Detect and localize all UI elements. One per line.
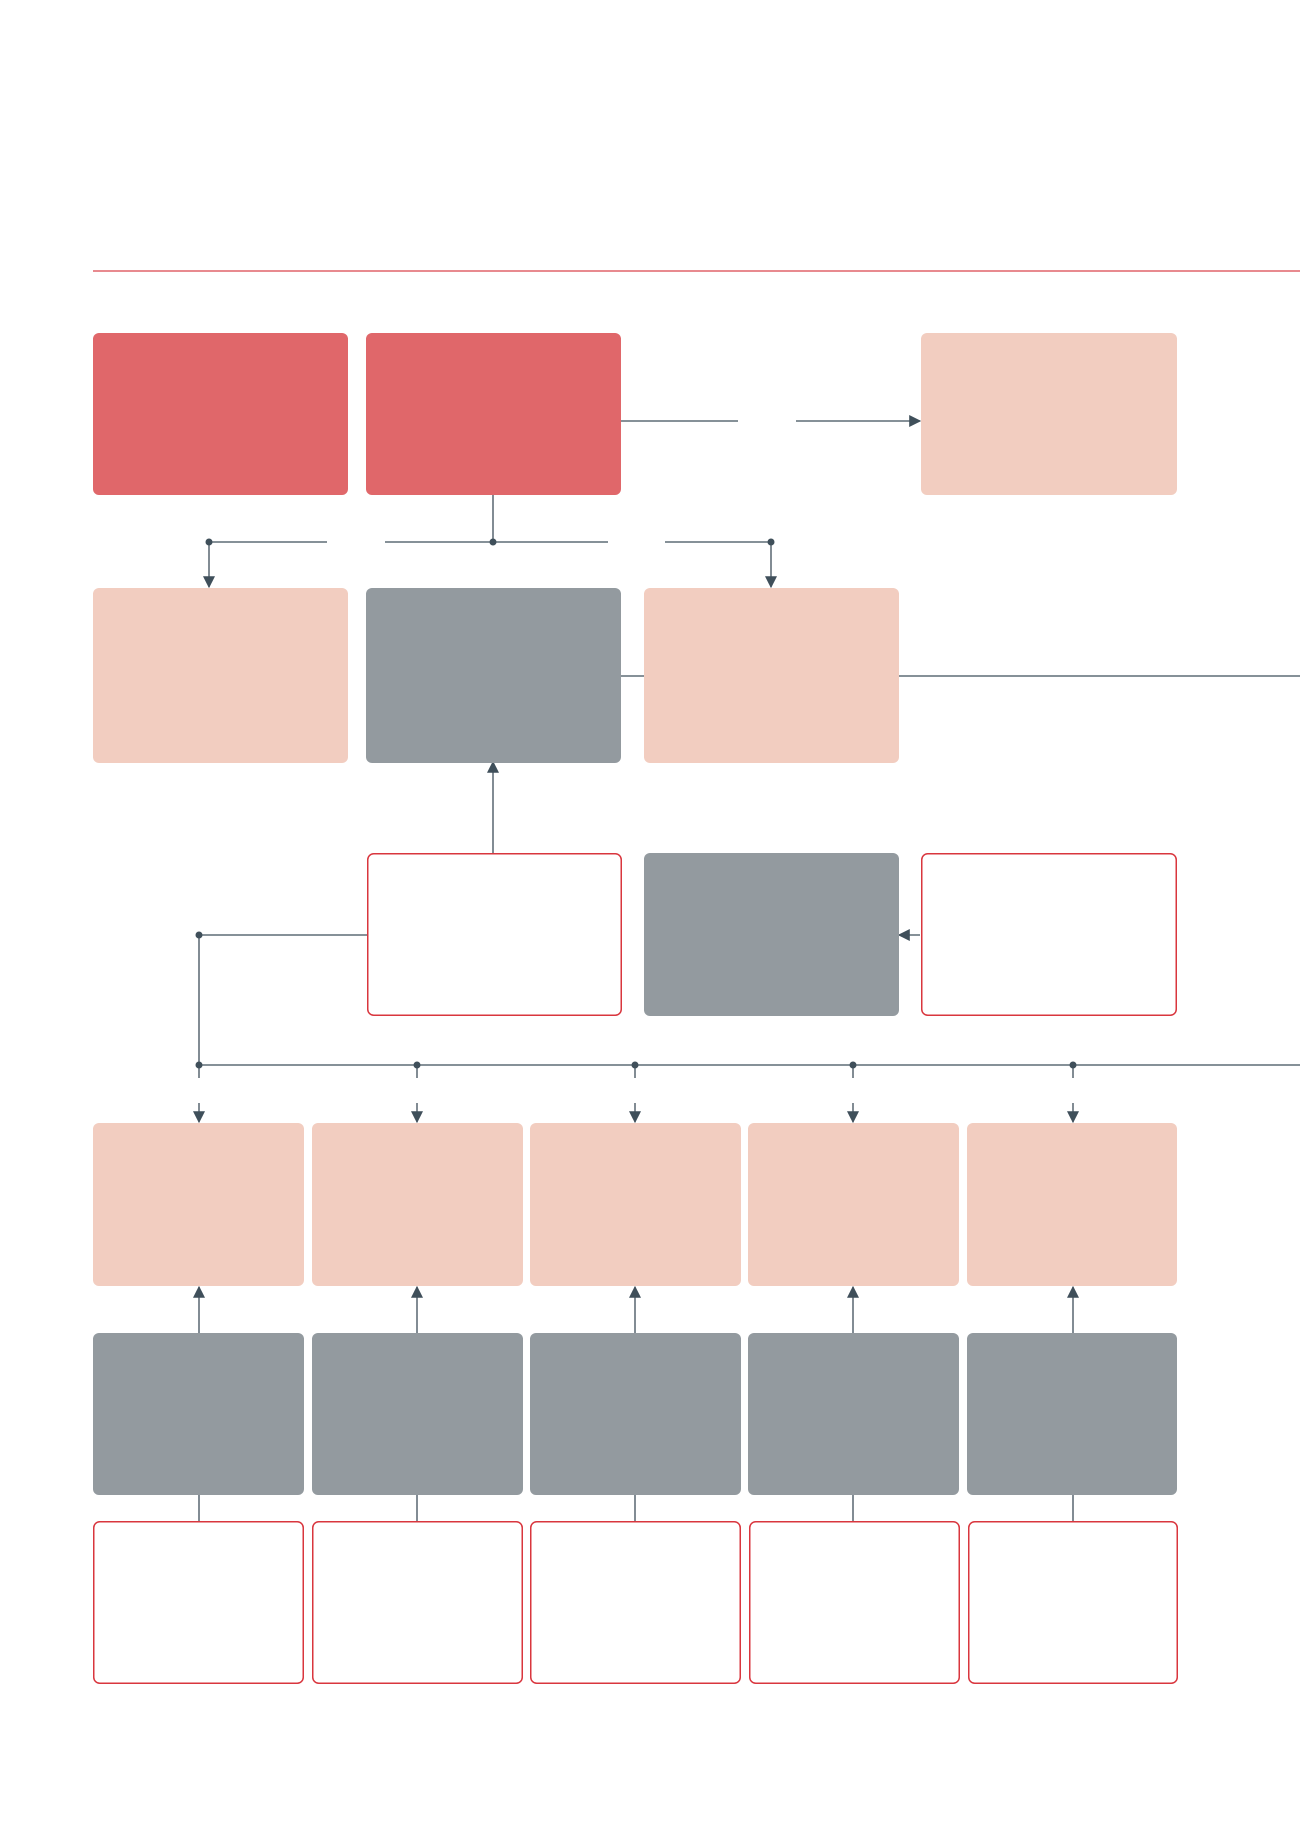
box-r6-5 [968, 1521, 1178, 1684]
diagram-boxes [93, 333, 1178, 1684]
junction-dot [195, 931, 203, 939]
box-r6-3 [530, 1521, 741, 1684]
box-r5-4 [748, 1333, 959, 1495]
box-r1-c [921, 333, 1177, 495]
junction-dot [767, 538, 775, 546]
box-r3-a [367, 853, 622, 1016]
box-r2-b [366, 588, 621, 763]
box-r4-4 [748, 1123, 959, 1286]
box-r2-a [93, 588, 348, 763]
junction-dot [631, 1061, 639, 1069]
box-r6-1 [93, 1521, 304, 1684]
box-r5-2 [312, 1333, 523, 1495]
box-r6-2 [312, 1521, 523, 1684]
junction-dot [195, 1061, 203, 1069]
box-r5-1 [93, 1333, 304, 1495]
box-r5-5 [967, 1333, 1177, 1495]
junction-dot [413, 1061, 421, 1069]
box-r4-2 [312, 1123, 523, 1286]
box-r4-3 [530, 1123, 741, 1286]
junction-dot [849, 1061, 857, 1069]
junction-dots [195, 538, 1077, 1069]
box-r3-b [644, 853, 899, 1016]
junction-dot [489, 538, 497, 546]
box-r1-a [93, 333, 348, 495]
box-r4-1 [93, 1123, 304, 1286]
box-r3-c [921, 853, 1177, 1016]
box-r5-3 [530, 1333, 741, 1495]
junction-dot [1069, 1061, 1077, 1069]
box-r2-c [644, 588, 899, 763]
box-r4-5 [967, 1123, 1177, 1286]
box-r1-b [366, 333, 621, 495]
box-r6-4 [749, 1521, 960, 1684]
junction-dot [205, 538, 213, 546]
